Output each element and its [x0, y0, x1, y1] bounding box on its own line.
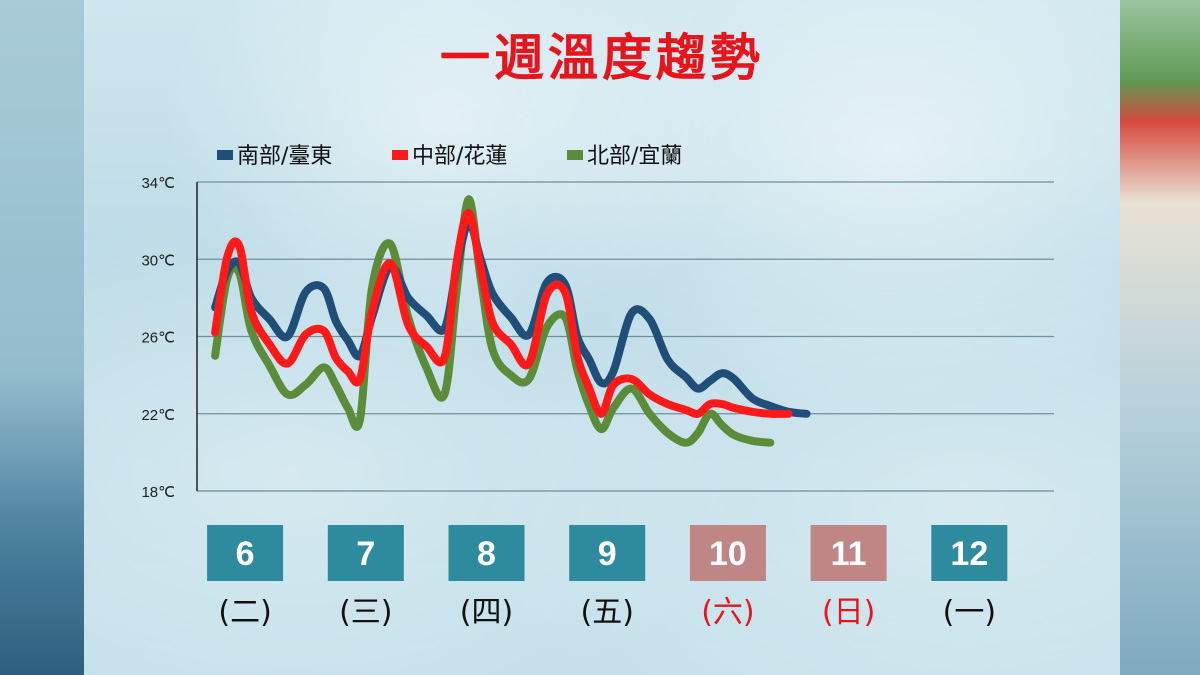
- day-date-label: 7: [356, 535, 375, 573]
- legend-label: 中部/花蓮: [412, 144, 507, 169]
- series-line-central: [211, 208, 793, 418]
- day-box: [689, 525, 766, 581]
- day-date-label: 8: [477, 535, 496, 573]
- chart-panel: 一週溫度趨勢 18℃ 22℃ 26℃ 30℃ 34℃ 南部/臺東 中部/花蓮 北部/宜蘭 6 (二…: [84, 0, 1120, 675]
- day-weekday-label: (三): [339, 595, 392, 630]
- y-tick-label: 22℃: [141, 407, 175, 424]
- day-box: [448, 525, 525, 581]
- day-box: [327, 525, 404, 581]
- day-box: [931, 525, 1008, 581]
- y-tick-label: 26℃: [141, 330, 175, 347]
- series-line-south: [211, 218, 811, 418]
- day-weekday-label: (五): [581, 595, 634, 630]
- day-weekday-label: (六): [701, 595, 754, 630]
- day-box: [569, 525, 646, 581]
- day-date-label: 12: [950, 535, 988, 573]
- day-date-label: 10: [709, 535, 747, 573]
- left-background-strip: [0, 0, 84, 675]
- day-box: [810, 525, 887, 581]
- page-title: 一週溫度趨勢: [440, 29, 764, 87]
- legend-label: 北部/宜蘭: [587, 144, 682, 169]
- day-weekday-label: (日): [822, 595, 875, 630]
- day-weekday-label: (四): [460, 595, 513, 630]
- day-box: [207, 525, 284, 581]
- day-weekday-label: (二): [218, 595, 271, 630]
- day-date-label: 11: [831, 535, 867, 573]
- legend-swatch: [392, 150, 408, 160]
- right-background-strip: [1120, 0, 1200, 675]
- y-tick-label: 34℃: [141, 175, 175, 192]
- y-tick-label: 18℃: [141, 484, 175, 501]
- day-date-label: 6: [236, 535, 255, 573]
- day-weekday-label: (一): [943, 595, 996, 630]
- y-tick-label: 30℃: [141, 252, 175, 269]
- day-date-label: 9: [598, 535, 617, 573]
- legend-swatch: [217, 150, 233, 160]
- legend-label: 南部/臺東: [237, 144, 332, 169]
- legend-swatch: [567, 150, 583, 160]
- temperature-chart: 18℃ 22℃ 26℃ 30℃ 34℃ 南部/臺東 中部/花蓮 北部/宜蘭 6 (二) 7 (三) 8 (…: [141, 144, 1054, 630]
